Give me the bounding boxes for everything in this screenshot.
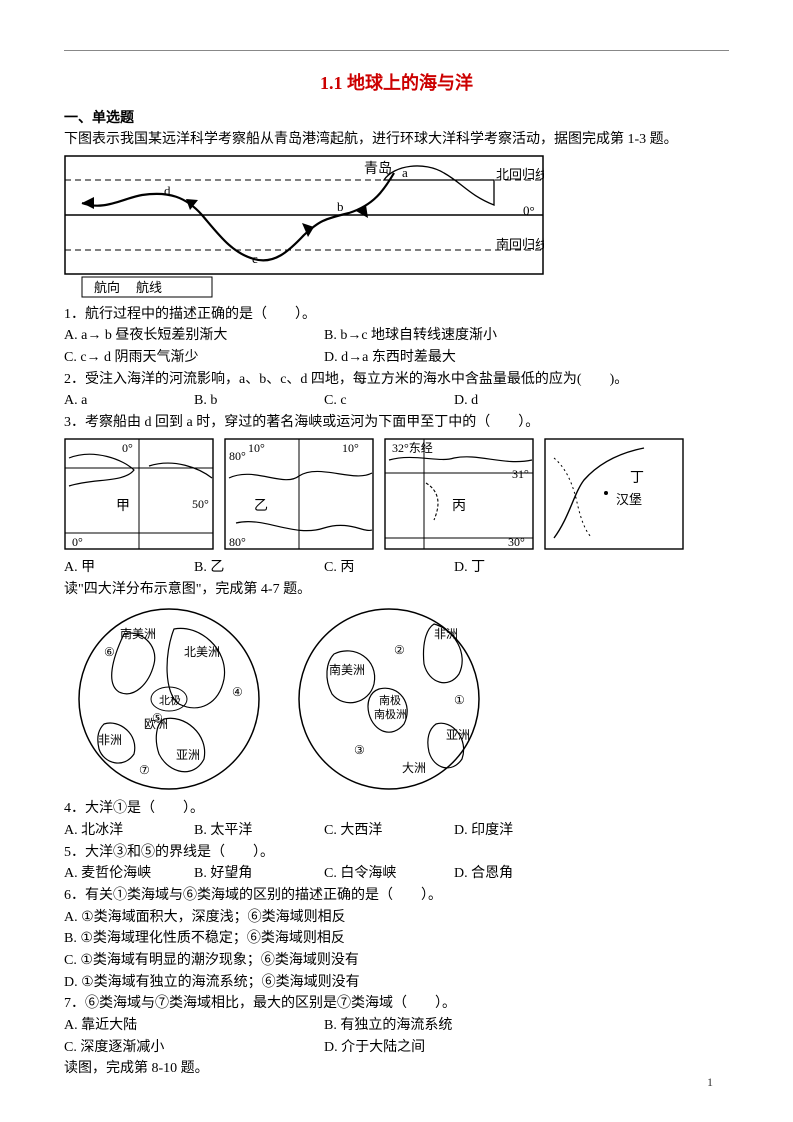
q5-stem: 5．大洋③和⑤的界线是（ ）。 — [64, 842, 729, 864]
q7-row1: A. 靠近大陆 B. 有独立的海流系统 — [64, 1015, 729, 1037]
q5-D: D. 合恩角 — [454, 863, 584, 885]
svg-text:32°东经: 32°东经 — [392, 441, 433, 455]
svg-text:30°: 30° — [508, 535, 525, 549]
svg-text:北美洲: 北美洲 — [184, 645, 220, 659]
q1-row2: C. c→ d 阴雨天气渐少 D. d→a 东西时差最大 — [64, 347, 729, 369]
q2-A: A. a — [64, 390, 194, 412]
svg-text:①: ① — [454, 693, 465, 707]
q1-D: D. d→a 东西时差最大 — [324, 347, 584, 369]
svg-text:b: b — [337, 199, 344, 214]
svg-text:南极洲: 南极洲 — [374, 707, 407, 721]
diagram-route: 青岛 a b c d 北回归线 0° 南回归线 航向 航线 — [64, 155, 729, 300]
svg-text:乙: 乙 — [254, 498, 268, 514]
svg-text:南回归线: 南回归线 — [496, 237, 544, 252]
svg-text:南美洲: 南美洲 — [120, 626, 156, 641]
q3-stem: 3．考察船由 d 回到 a 时，穿过的著名海峡或运河为下面甲至丁中的（ ）。 — [64, 412, 729, 434]
q6-B: B. ①类海域理化性质不稳定；⑥类海域则相反 — [64, 928, 729, 950]
q3-row: A. 甲 B. 乙 C. 丙 D. 丁 — [64, 557, 729, 579]
svg-text:航向: 航向 — [94, 280, 120, 295]
svg-text:南极: 南极 — [379, 693, 401, 707]
q2-row: A. a B. b C. c D. d — [64, 390, 729, 412]
q5-C: C. 白令海峡 — [324, 863, 454, 885]
svg-text:31°: 31° — [512, 467, 529, 481]
q2-C: C. c — [324, 390, 454, 412]
svg-text:北极: 北极 — [159, 693, 181, 707]
svg-text:非洲: 非洲 — [434, 627, 458, 641]
q2-D: D. d — [454, 390, 584, 412]
svg-text:航线: 航线 — [136, 280, 162, 295]
q3-D: D. 丁 — [454, 557, 584, 579]
svg-text:10°: 10° — [342, 441, 359, 455]
svg-text:0°: 0° — [523, 203, 535, 218]
svg-text:⑥: ⑥ — [104, 645, 115, 659]
svg-text:80°: 80° — [229, 449, 246, 463]
svg-text:④: ④ — [232, 685, 243, 699]
q3-A: A. 甲 — [64, 557, 194, 579]
q3-B: B. 乙 — [194, 557, 324, 579]
svg-text:d: d — [164, 183, 171, 198]
diagram-oceans: 南美洲 北美洲 北极 欧洲 亚洲 非洲 ④ ⑤ ⑥ ⑦ 非洲 南美洲 南极 南极… — [64, 604, 729, 794]
svg-text:南美洲: 南美洲 — [329, 662, 365, 677]
svg-text:②: ② — [394, 643, 405, 657]
svg-text:汉堡: 汉堡 — [616, 492, 642, 507]
svg-text:亚洲: 亚洲 — [446, 728, 470, 742]
q6-A: A. ①类海域面积大，深度浅；⑥类海域则相反 — [64, 907, 729, 929]
svg-text:c: c — [252, 251, 258, 266]
top-rule — [64, 50, 729, 51]
q6-C: C. ①类海域有明显的潮汐现象；⑥类海域则没有 — [64, 950, 729, 972]
intro-1: 下图表示我国某远洋科学考察船从青岛港湾起航，进行环球大洋科学考察活动，据图完成第… — [64, 129, 729, 151]
q7-stem: 7．⑥类海域与⑦类海域相比，最大的区别是⑦类海域（ ）。 — [64, 993, 729, 1015]
svg-text:50°: 50° — [192, 497, 209, 511]
svg-text:丁: 丁 — [630, 471, 644, 486]
svg-text:⑤: ⑤ — [152, 711, 163, 725]
svg-text:a: a — [402, 165, 408, 180]
q4-D: D. 印度洋 — [454, 820, 584, 842]
svg-text:0°: 0° — [122, 441, 133, 455]
svg-text:丙: 丙 — [452, 499, 466, 514]
q1-B: B. b→c 地球自转线速度渐小 — [324, 325, 584, 347]
q7-row2: C. 深度逐渐减小 D. 介于大陆之间 — [64, 1037, 729, 1059]
q4-B: B. 太平洋 — [194, 820, 324, 842]
q3-C: C. 丙 — [324, 557, 454, 579]
svg-text:80°: 80° — [229, 535, 246, 549]
q5-A: A. 麦哲伦海峡 — [64, 863, 194, 885]
svg-text:大洲: 大洲 — [402, 761, 426, 775]
page-title: 1.1 地球上的海与洋 — [64, 69, 729, 95]
intro-2: 读"四大洋分布示意图"，完成第 4-7 题。 — [64, 579, 729, 601]
page-number: 1 — [707, 1075, 713, 1090]
svg-text:甲: 甲 — [116, 499, 130, 514]
q1-row1: A. a→ b 昼夜长短差别渐大 B. b→c 地球自转线速度渐小 — [64, 325, 729, 347]
q2-stem: 2．受注入海洋的河流影响，a、b、c、d 四地，每立方米的海水中含盐量最低的应为… — [64, 369, 729, 391]
svg-text:10°: 10° — [248, 441, 265, 455]
diagram-straits: 0° 50° 0° 甲 10° 10° 80° 80° 乙 — [64, 438, 729, 553]
q7-B: B. 有独立的海流系统 — [324, 1015, 584, 1037]
intro-3: 读图，完成第 8-10 题。 — [64, 1058, 729, 1080]
svg-text:亚洲: 亚洲 — [176, 748, 200, 762]
q6-D: D. ①类海域有独立的海流系统；⑥类海域则没有 — [64, 972, 729, 994]
svg-text:青岛: 青岛 — [364, 161, 392, 177]
q6-stem: 6．有关①类海域与⑥类海域的区别的描述正确的是（ ）。 — [64, 885, 729, 907]
q4-row: A. 北冰洋 B. 太平洋 C. 大西洋 D. 印度洋 — [64, 820, 729, 842]
svg-text:北回归线: 北回归线 — [496, 167, 544, 182]
q5-row: A. 麦哲伦海峡 B. 好望角 C. 白令海峡 D. 合恩角 — [64, 863, 729, 885]
q7-C: C. 深度逐渐减小 — [64, 1037, 324, 1059]
q1-A: A. a→ b 昼夜长短差别渐大 — [64, 325, 324, 347]
svg-text:③: ③ — [354, 743, 365, 757]
svg-text:0°: 0° — [72, 535, 83, 549]
q7-D: D. 介于大陆之间 — [324, 1037, 584, 1059]
q4-C: C. 大西洋 — [324, 820, 454, 842]
section-heading: 一、单选题 — [64, 107, 729, 127]
q2-B: B. b — [194, 390, 324, 412]
q5-B: B. 好望角 — [194, 863, 324, 885]
q1-stem: 1．航行过程中的描述正确的是（ ）。 — [64, 304, 729, 326]
svg-text:非洲: 非洲 — [98, 733, 122, 747]
q7-A: A. 靠近大陆 — [64, 1015, 324, 1037]
q4-stem: 4．大洋①是（ ）。 — [64, 798, 729, 820]
q4-A: A. 北冰洋 — [64, 820, 194, 842]
q1-C: C. c→ d 阴雨天气渐少 — [64, 347, 324, 369]
svg-text:⑦: ⑦ — [139, 763, 150, 777]
